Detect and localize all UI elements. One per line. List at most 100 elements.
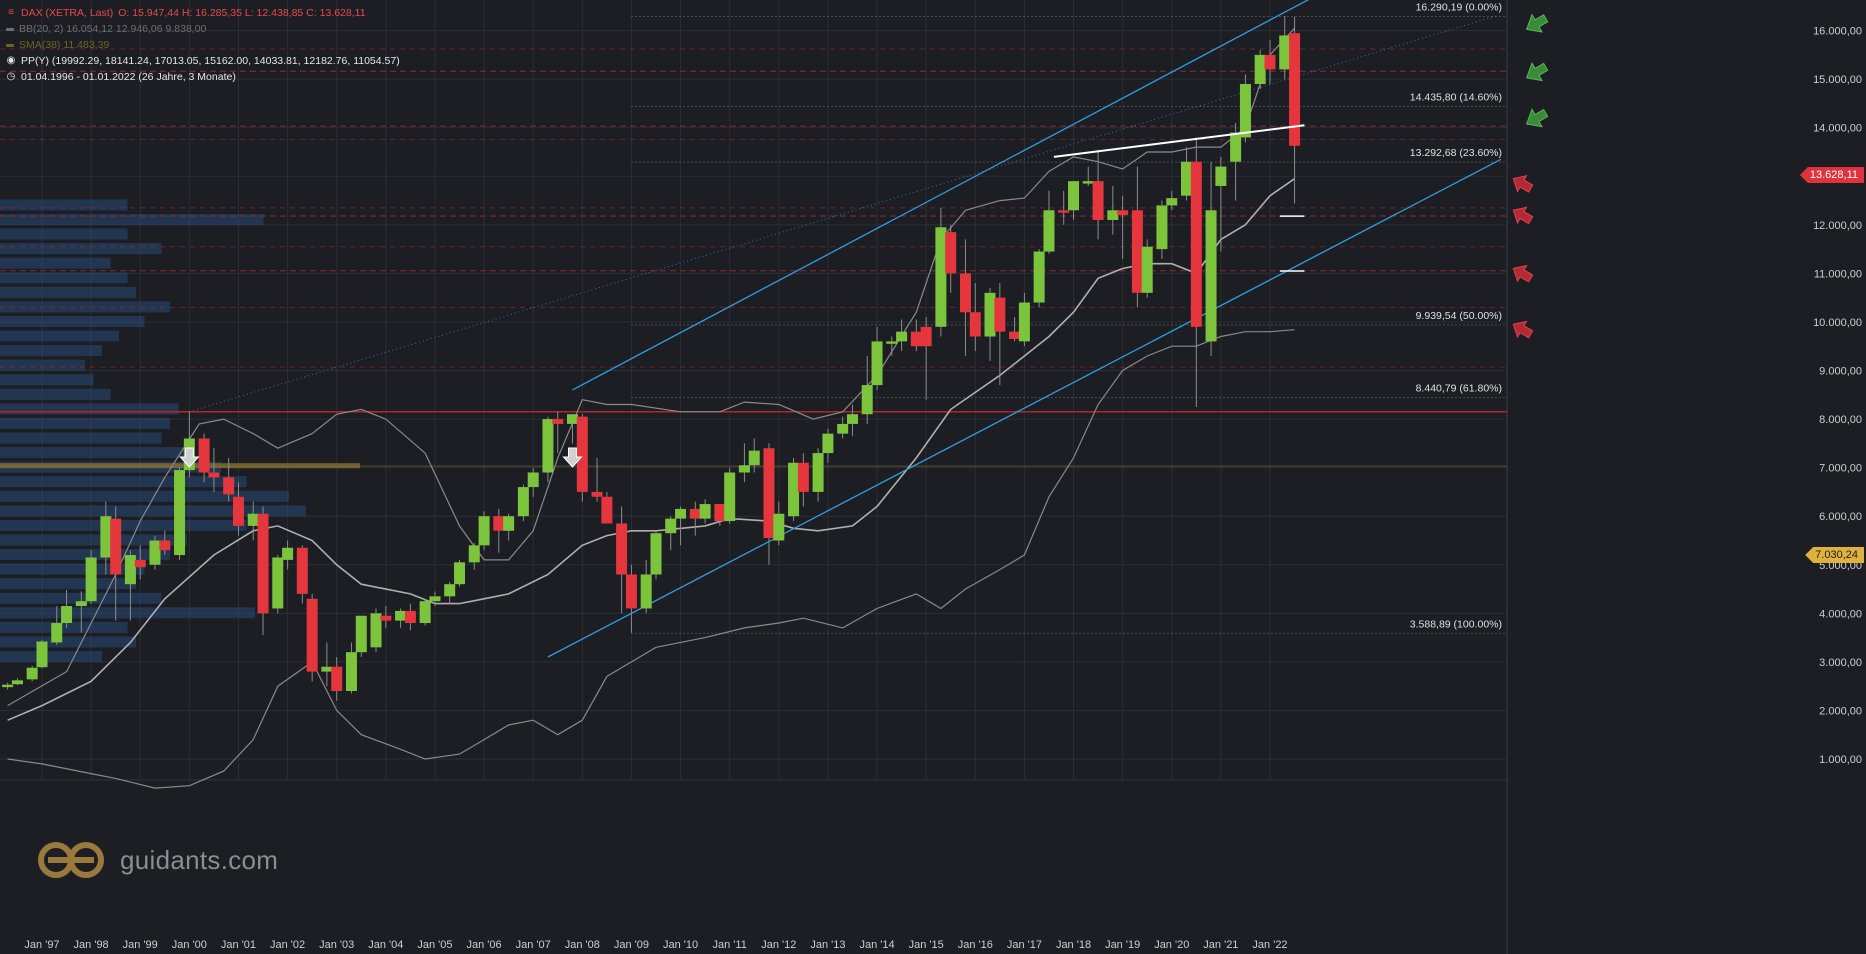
y-tick-label: 12.000,00 bbox=[1813, 220, 1862, 232]
candle-body bbox=[2, 684, 14, 688]
candle-body bbox=[296, 547, 308, 594]
candle-body bbox=[1107, 210, 1119, 220]
y-tick-label: 4.000,00 bbox=[1819, 608, 1862, 620]
volume-profile-bar bbox=[0, 651, 102, 663]
bb-swatch bbox=[6, 27, 14, 31]
candle-body bbox=[1254, 54, 1266, 85]
candle-icon: ≡ bbox=[8, 7, 14, 18]
legend-sma: SMA(38) 11.483,39 bbox=[19, 39, 110, 51]
candle-body bbox=[1180, 161, 1192, 196]
fib-label: 16.290,19 (0.00%) bbox=[1416, 2, 1502, 14]
candle-body bbox=[198, 438, 210, 473]
x-tick-label: Jan '06 bbox=[467, 939, 502, 951]
legend-bb: BB(20, 2) 16.054,12 12.946,06 9.838,00 bbox=[19, 23, 207, 35]
y-tick-label: 6.000,00 bbox=[1819, 511, 1862, 523]
volume-profile-bar bbox=[0, 534, 187, 546]
support-price-tag: 7.030,24 bbox=[1805, 547, 1864, 563]
candle-body bbox=[1141, 246, 1153, 293]
candle-body bbox=[355, 615, 367, 653]
candle-body bbox=[493, 516, 505, 531]
candle-body bbox=[257, 513, 269, 614]
candle-body bbox=[1092, 181, 1104, 220]
candle-body bbox=[1131, 210, 1143, 293]
candle-body bbox=[306, 598, 318, 672]
candle-body bbox=[797, 462, 809, 492]
guidants-logo-icon bbox=[38, 842, 104, 878]
candle-body bbox=[61, 606, 73, 624]
candle-body bbox=[1009, 331, 1021, 339]
candle-body bbox=[247, 513, 259, 526]
candle-body bbox=[959, 273, 971, 313]
candle-body bbox=[650, 533, 662, 575]
candle-body bbox=[51, 623, 63, 643]
candle-body bbox=[478, 516, 490, 546]
volume-profile-bar bbox=[0, 286, 136, 298]
candle-body bbox=[552, 419, 564, 424]
fib-label: 8.440,79 (61.80%) bbox=[1416, 383, 1502, 395]
volume-profile-bar bbox=[0, 505, 306, 517]
candle-body bbox=[969, 312, 981, 337]
y-tick-label: 8.000,00 bbox=[1819, 414, 1862, 426]
x-tick-label: Jan '11 bbox=[713, 939, 747, 951]
candle-body bbox=[75, 601, 87, 607]
candle-body bbox=[345, 652, 357, 692]
candle-body bbox=[1058, 210, 1070, 213]
candle-body bbox=[837, 423, 849, 434]
guidants-logo: guidants.com bbox=[36, 840, 278, 880]
volume-profile-bar bbox=[0, 199, 128, 211]
legend-pp-row[interactable]: ◉ PP(Y) (19992.29, 18141.24, 17013.05, 1… bbox=[6, 53, 400, 69]
candle-body bbox=[1264, 54, 1276, 70]
volume-profile-bar bbox=[0, 607, 255, 619]
y-axis-panel bbox=[1507, 0, 1866, 954]
volume-profile-bar bbox=[0, 563, 145, 575]
candle-body bbox=[994, 297, 1006, 332]
x-tick-label: Jan '04 bbox=[368, 939, 403, 951]
candle-body bbox=[282, 547, 294, 560]
candle-body bbox=[85, 557, 97, 602]
gold-support-band bbox=[0, 463, 360, 469]
volume-profile-bar bbox=[0, 578, 136, 590]
x-tick-label: Jan '03 bbox=[319, 939, 354, 951]
candle-body bbox=[1033, 251, 1045, 303]
fib-label: 13.292,68 (23.60%) bbox=[1410, 147, 1502, 159]
candle-body bbox=[625, 574, 637, 609]
candle-body bbox=[395, 610, 407, 621]
volume-profile-bar bbox=[0, 359, 85, 371]
green-arrow-icon bbox=[1525, 108, 1549, 128]
candle-body bbox=[1190, 161, 1202, 327]
volume-profile-bar bbox=[0, 519, 247, 531]
x-tick-label: Jan '16 bbox=[958, 939, 993, 951]
candle-body bbox=[370, 613, 382, 648]
candle-body bbox=[1230, 132, 1242, 162]
candle-body bbox=[935, 227, 947, 327]
volume-profile-bar bbox=[0, 272, 128, 284]
candle-body bbox=[232, 496, 244, 526]
volume-profile-bar bbox=[0, 403, 179, 415]
candle-body bbox=[773, 513, 785, 541]
volume-profile-bar bbox=[0, 257, 111, 269]
x-tick-label: Jan '97 bbox=[24, 939, 59, 951]
legend-title-row: ≡ DAX (XETRA, Last) O: 15.947,44 H: 16.2… bbox=[6, 5, 400, 21]
y-tick-label: 7.000,00 bbox=[1819, 463, 1862, 475]
candle-body bbox=[748, 450, 760, 466]
candle-body bbox=[321, 666, 333, 672]
candle-body bbox=[124, 555, 136, 585]
legend-sma-row[interactable]: SMA(38) 11.483,39 bbox=[6, 37, 400, 53]
candle-body bbox=[846, 414, 858, 424]
white-trendline bbox=[1053, 124, 1305, 158]
volume-profile-bar bbox=[0, 447, 187, 459]
candle-body bbox=[380, 615, 392, 621]
volume-profile-bar bbox=[0, 432, 162, 444]
candle-body bbox=[527, 472, 539, 488]
volume-profile-bar bbox=[0, 374, 94, 386]
x-tick-label: Jan '02 bbox=[270, 939, 305, 951]
x-tick-label: Jan '13 bbox=[810, 939, 845, 951]
x-tick-label: Jan '01 bbox=[221, 939, 256, 951]
x-tick-label: Jan '99 bbox=[123, 939, 158, 951]
candle-body bbox=[208, 472, 220, 478]
volume-profile-bar bbox=[0, 621, 128, 633]
channel-lower-line bbox=[547, 158, 1502, 658]
legend-bb-row[interactable]: BB(20, 2) 16.054,12 12.946,06 9.838,00 bbox=[6, 21, 400, 37]
